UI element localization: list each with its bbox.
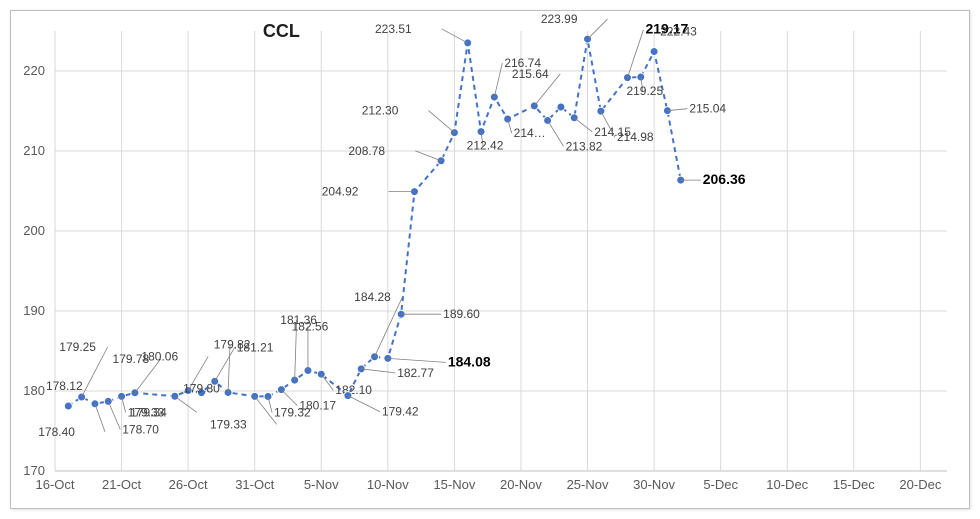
y-tick-label: 190 [23, 303, 45, 318]
x-tick-label: 15-Nov [433, 477, 475, 492]
label-leader [415, 151, 441, 161]
x-tick-label: 5-Nov [304, 477, 339, 492]
chart-frame: 170 180 190 200 210 220 16-Oct 21-Oct 26-Oct 31-O… [0, 0, 980, 519]
data-label: 179.25 [59, 340, 96, 354]
data-label: 212.30 [362, 104, 399, 118]
data-point [64, 402, 72, 410]
data-label: 182.10 [335, 383, 372, 397]
data-label: 179.33 [210, 417, 247, 431]
data-label: 204.92 [322, 185, 359, 199]
data-label: 184.28 [354, 290, 391, 304]
label-leader [388, 358, 446, 362]
data-label: 208.78 [348, 144, 385, 158]
x-tick-label: 5-Dec [703, 477, 738, 492]
y-tick-label: 220 [23, 63, 45, 78]
y-tick-label: 210 [23, 143, 45, 158]
data-label: 223.99 [541, 12, 578, 26]
label-leader [281, 390, 297, 406]
chart-container: 170 180 190 200 210 220 16-Oct 21-Oct 26-Oct 31-O… [10, 10, 970, 509]
x-tick-label: 20-Nov [500, 477, 542, 492]
data-label: 213.82 [566, 139, 603, 153]
data-label: 222.43 [660, 25, 697, 39]
data-label: 219.25 [626, 84, 663, 98]
data-label: 215.64 [512, 67, 549, 81]
data-label: 179.34 [130, 405, 167, 419]
data-label: 212.42 [467, 139, 504, 153]
data-label-bold: 206.36 [703, 171, 746, 187]
data-label: 182.77 [397, 366, 434, 380]
data-label: 178.70 [122, 422, 159, 436]
y-tick-label: 170 [23, 463, 45, 478]
label-leader [627, 30, 643, 78]
label-leader [215, 347, 235, 381]
data-label: 215.04 [689, 102, 726, 116]
label-leader [574, 118, 592, 132]
label-leader [95, 404, 105, 432]
x-tick-label: 26-Oct [169, 477, 208, 492]
data-label-bold: 184.08 [448, 353, 491, 369]
x-tick-label: 10-Nov [367, 477, 409, 492]
x-tick-label: 31-Oct [235, 477, 274, 492]
data-label: 180.17 [299, 399, 336, 413]
data-label: 179.42 [382, 405, 419, 419]
label-leader [175, 396, 197, 412]
label-leader [82, 347, 108, 397]
data-label: 223.51 [375, 22, 412, 36]
data-point [557, 103, 565, 111]
data-label: 178.12 [46, 379, 83, 393]
data-label: 178.40 [38, 425, 75, 439]
x-tick-label: 20-Dec [899, 477, 941, 492]
data-label: 214… [514, 126, 546, 140]
data-label: 179.82 [214, 337, 251, 351]
x-tick-label: 21-Oct [102, 477, 141, 492]
data-label: 180.06 [141, 350, 178, 364]
data-label: 182.56 [292, 320, 329, 334]
ccl-line-chart: 170 180 190 200 210 220 16-Oct 21-Oct 26-Oct 31-O… [11, 11, 969, 508]
y-tick-label: 200 [23, 223, 45, 238]
x-tick-label: 15-Dec [833, 477, 875, 492]
data-label: 189.60 [443, 307, 480, 321]
label-leader [588, 19, 608, 39]
x-tick-label: 10-Dec [766, 477, 808, 492]
y-tick-label: 180 [23, 383, 45, 398]
data-point [650, 48, 658, 56]
label-leader [494, 63, 502, 97]
x-tick-label: 30-Nov [633, 477, 675, 492]
label-leader [361, 369, 395, 373]
chart-title: CCL [263, 21, 300, 41]
label-leader [428, 111, 454, 133]
x-tick-label: 16-Oct [35, 477, 74, 492]
label-leader [108, 401, 120, 429]
data-label: 214.98 [617, 130, 654, 144]
label-leader [548, 120, 564, 146]
label-leader [228, 344, 230, 392]
label-leader [348, 396, 380, 412]
data-point [251, 392, 259, 400]
x-tick-label: 25-Nov [567, 477, 609, 492]
